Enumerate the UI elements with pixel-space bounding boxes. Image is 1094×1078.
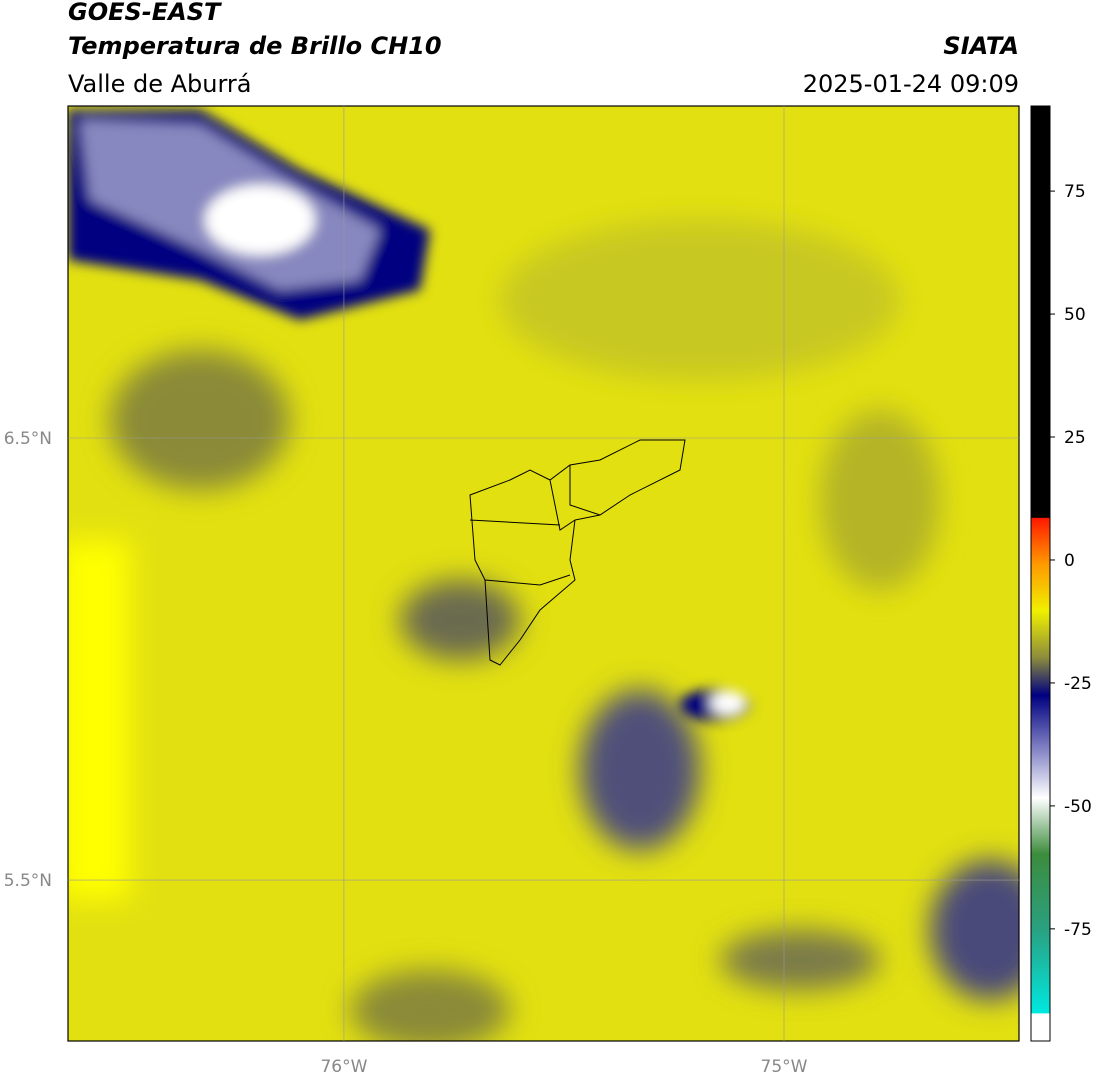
colorbar-tick-label: 50: [1064, 305, 1086, 325]
colorbar-tick-label: -75: [1064, 920, 1092, 940]
municipal-borders: [469, 439, 686, 666]
map-frame: [67, 105, 1020, 1042]
colorbar-tick-label: 75: [1064, 182, 1086, 202]
source: SIATA: [943, 32, 1019, 60]
x-tick-label: 75°W: [761, 1057, 808, 1077]
title: GOES-EAST: [68, 0, 222, 26]
colorbar-tick-label: 25: [1064, 428, 1086, 448]
x-tick-label: 76°W: [320, 1057, 367, 1077]
colorbar-tick-label: 0: [1064, 551, 1075, 571]
colorbar: [1030, 105, 1051, 1042]
colorbar-tick-label: -25: [1064, 674, 1092, 694]
colorbar-tick-label: -50: [1064, 797, 1092, 817]
y-tick-label: 5.5°N: [4, 871, 52, 891]
subtitle: Temperatura de Brillo CH10: [68, 32, 442, 60]
datetime: 2025-01-24 09:09: [803, 70, 1019, 98]
y-tick-label: 6.5°N: [4, 429, 52, 449]
map-image: [68, 106, 1019, 1041]
region: Valle de Aburrá: [68, 70, 252, 98]
